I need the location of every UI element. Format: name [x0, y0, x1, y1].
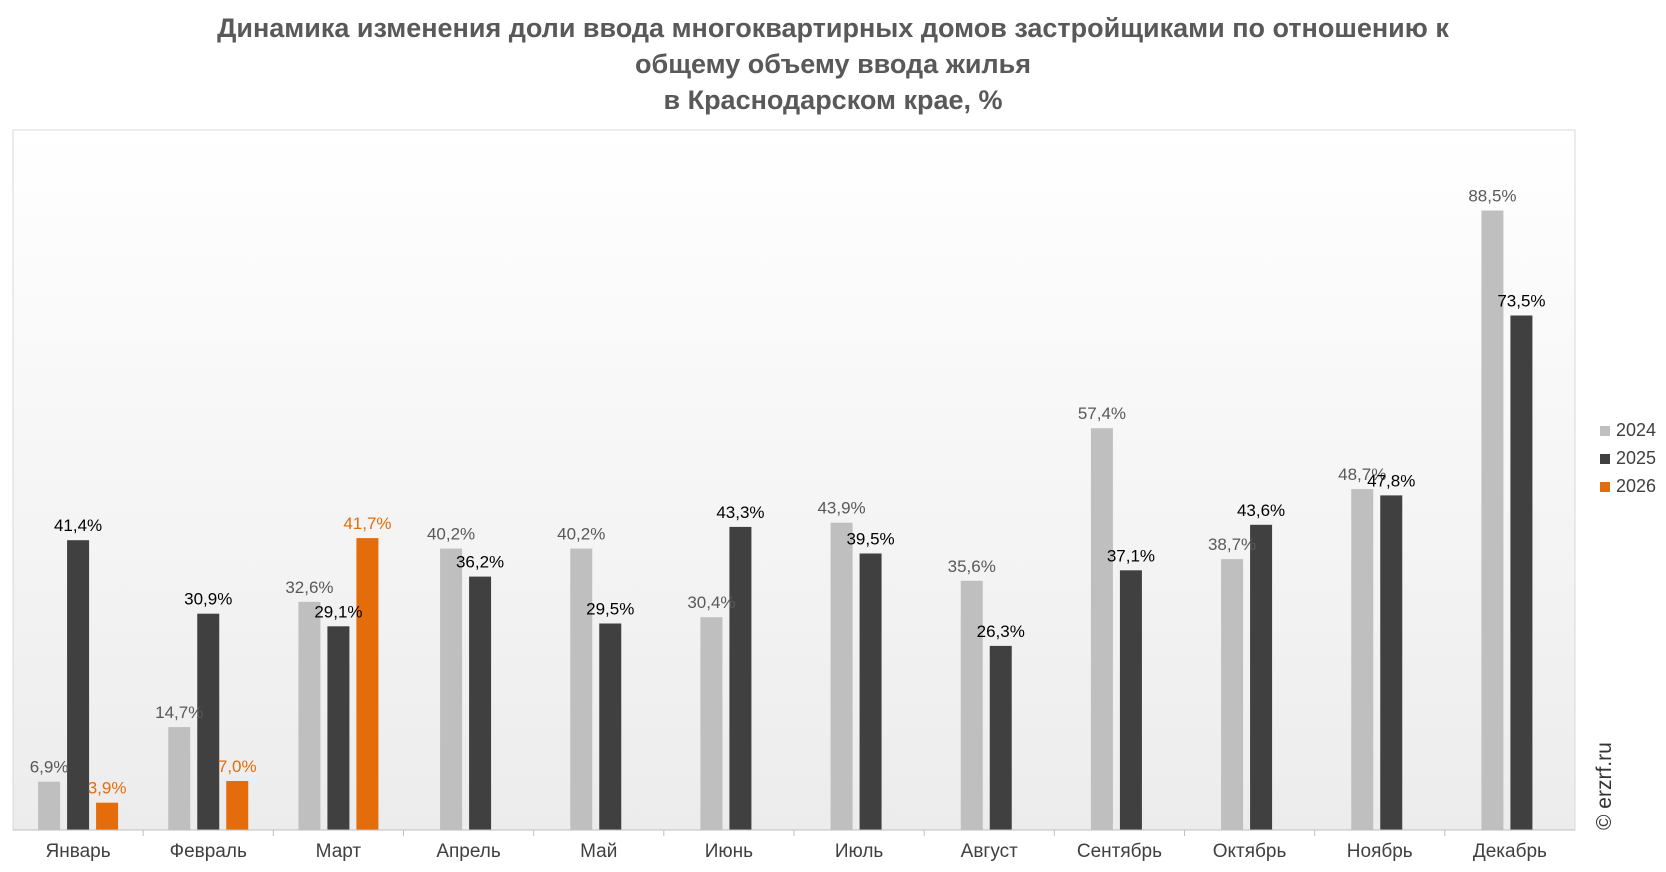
- bar-2024-10: [1221, 559, 1244, 830]
- x-tick-label: Декабрь: [1473, 841, 1547, 862]
- data-label-2025-11: 47,8%: [1367, 471, 1415, 490]
- legend-swatch-2026: [1600, 482, 1610, 492]
- data-label-2025-2: 30,9%: [184, 590, 232, 609]
- bar-2026-1: [96, 802, 119, 830]
- x-tick-label: Июль: [835, 841, 884, 862]
- x-tick-label: Март: [316, 841, 362, 862]
- data-label-2024-8: 35,6%: [948, 557, 996, 576]
- bar-2024-11: [1351, 489, 1374, 830]
- data-label-2025-5: 29,5%: [586, 600, 634, 619]
- bar-2025-5: [599, 623, 622, 830]
- x-tick-label: Апрель: [436, 841, 501, 862]
- data-label-2026-2: 7,0%: [218, 757, 257, 776]
- x-tick-label: Ноябрь: [1347, 841, 1413, 862]
- bar-2026-2: [226, 781, 249, 830]
- x-tick-label: Август: [961, 841, 1018, 862]
- data-label-2024-4: 40,2%: [427, 525, 475, 544]
- data-label-2024-2: 14,7%: [155, 703, 203, 722]
- bar-2024-7: [830, 522, 853, 830]
- x-tick-label: Январь: [46, 841, 111, 862]
- bar-2024-6: [700, 617, 723, 830]
- bar-2025-7: [859, 553, 882, 830]
- legend-label-2026: 2026: [1616, 476, 1656, 496]
- chart-title-line-3: в Краснодарском крае, %: [663, 85, 1003, 115]
- x-tick-label: Май: [580, 841, 617, 862]
- legend-label-2025: 2025: [1616, 448, 1656, 468]
- bar-2024-5: [570, 548, 593, 830]
- bar-2025-1: [67, 540, 90, 830]
- data-label-2024-7: 43,9%: [817, 499, 865, 518]
- legend-swatch-2025: [1600, 454, 1610, 464]
- data-label-2025-3: 29,1%: [314, 602, 362, 621]
- bar-2025-8: [989, 645, 1012, 830]
- bar-2024-1: [38, 781, 61, 830]
- x-tick-label: Февраль: [170, 841, 247, 862]
- watermark: © erzrf.ru: [1593, 742, 1616, 830]
- bar-2024-2: [168, 727, 191, 830]
- data-label-2024-12: 88,5%: [1468, 187, 1516, 206]
- bar-2025-3: [327, 626, 350, 830]
- data-label-2025-12: 73,5%: [1497, 292, 1545, 311]
- legend: 2024 2025 2026: [1600, 420, 1656, 496]
- chart-title: Динамика изменения доли ввода многокварт…: [0, 10, 1666, 118]
- x-tick-label: Октябрь: [1213, 841, 1287, 862]
- bar-2025-2: [197, 613, 220, 830]
- bar-2024-8: [960, 580, 983, 830]
- legend-swatch-2024: [1600, 426, 1610, 436]
- bar-2025-12: [1510, 315, 1533, 830]
- x-tick-label: Сентябрь: [1077, 841, 1162, 862]
- data-label-2025-4: 36,2%: [456, 553, 504, 572]
- data-label-2024-5: 40,2%: [557, 525, 605, 544]
- x-tick-label: Июнь: [705, 841, 753, 862]
- legend-label-2024: 2024: [1616, 420, 1656, 440]
- data-label-2024-9: 57,4%: [1078, 404, 1126, 423]
- data-label-2024-3: 32,6%: [285, 578, 333, 597]
- bar-2025-9: [1119, 570, 1142, 830]
- bar-2024-9: [1090, 428, 1113, 830]
- data-label-2025-8: 26,3%: [977, 622, 1025, 641]
- chart-title-line-1: Динамика изменения доли ввода многокварт…: [217, 13, 1449, 43]
- data-label-2024-10: 38,7%: [1208, 535, 1256, 554]
- data-label-2025-9: 37,1%: [1107, 546, 1155, 565]
- data-label-2025-10: 43,6%: [1237, 501, 1285, 520]
- data-label-2026-1: 3,9%: [88, 779, 127, 798]
- data-label-2025-6: 43,3%: [716, 503, 764, 522]
- bar-2025-10: [1250, 524, 1273, 830]
- data-label-2025-1: 41,4%: [54, 516, 102, 535]
- data-label-2024-6: 30,4%: [687, 593, 735, 612]
- data-label-2024-1: 6,9%: [30, 758, 69, 777]
- bar-2025-6: [729, 526, 752, 830]
- data-label-2025-7: 39,5%: [846, 530, 894, 549]
- data-label-2026-3: 41,7%: [343, 514, 391, 533]
- bar-2024-3: [298, 601, 321, 830]
- chart-title-line-2: общему объему ввода жилья: [635, 49, 1031, 79]
- bar-2025-11: [1380, 495, 1403, 830]
- plot-area: [12, 129, 1576, 831]
- bar-2024-4: [440, 548, 463, 830]
- bar-2025-4: [469, 576, 492, 830]
- bar-2024-12: [1481, 210, 1504, 830]
- data-label-2024-11: 48,7%: [1338, 465, 1386, 484]
- bar-2026-3: [356, 538, 379, 830]
